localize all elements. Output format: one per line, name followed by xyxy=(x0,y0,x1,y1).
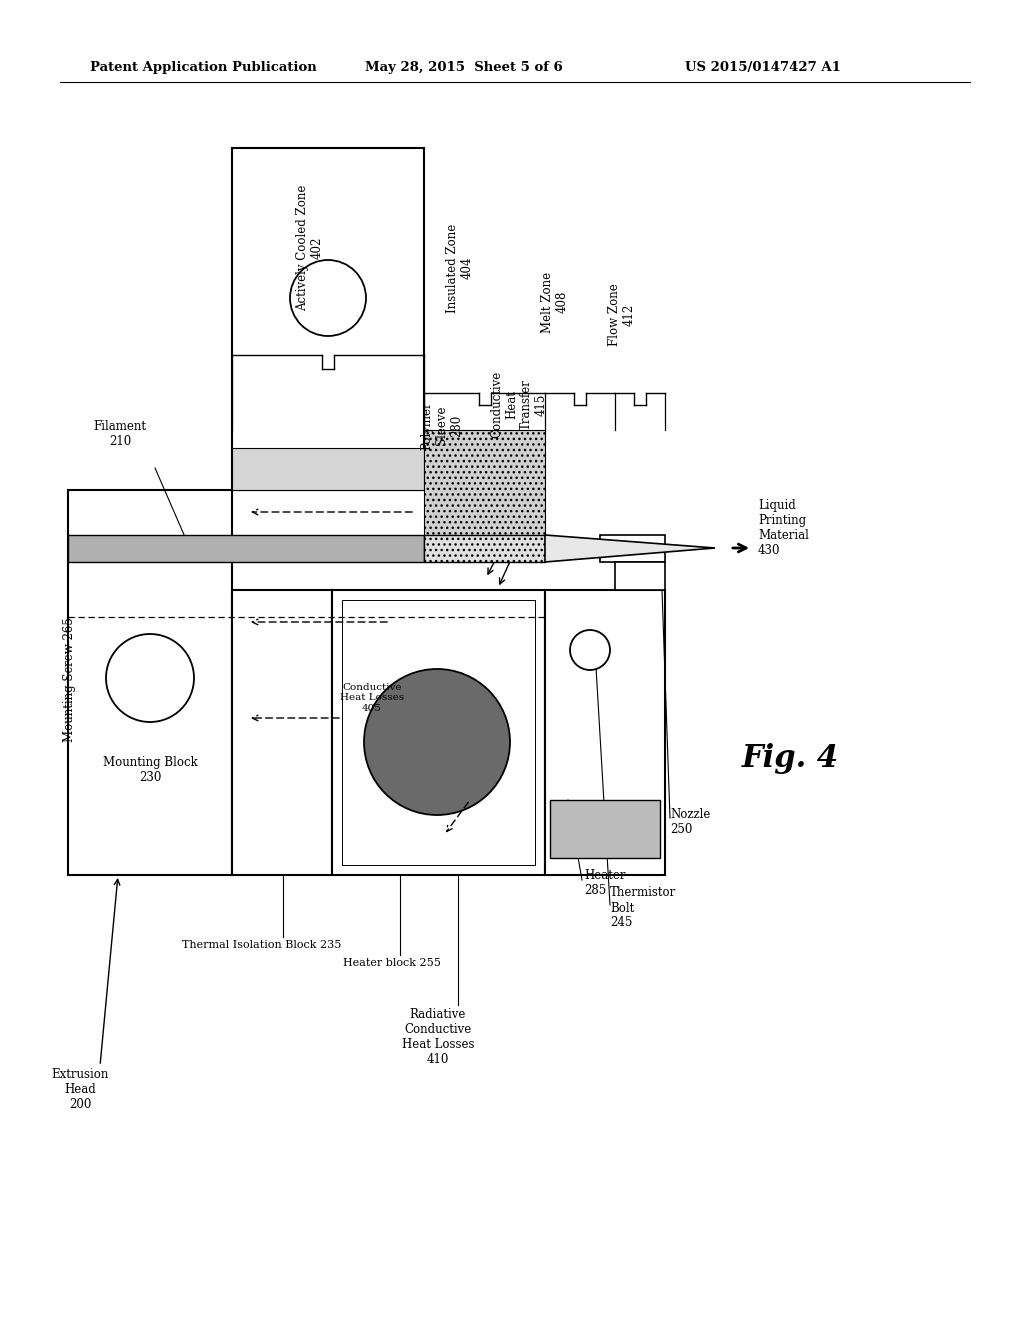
Text: Conductive
Heat
Transfer
415: Conductive Heat Transfer 415 xyxy=(490,371,548,438)
Text: Nozzle
250: Nozzle 250 xyxy=(670,808,711,836)
Bar xyxy=(424,535,545,562)
Text: Patent Application Publication: Patent Application Publication xyxy=(90,62,316,74)
Bar xyxy=(600,535,665,562)
Bar xyxy=(232,447,424,490)
Text: Extrusion
Head
200: Extrusion Head 200 xyxy=(51,1068,109,1111)
Circle shape xyxy=(570,630,610,671)
Circle shape xyxy=(364,669,510,814)
Bar xyxy=(332,590,545,875)
Bar xyxy=(545,590,665,875)
Text: Heater
285: Heater 285 xyxy=(584,869,626,898)
Bar xyxy=(550,800,660,858)
Text: Mounting Screw 265: Mounting Screw 265 xyxy=(63,616,77,742)
Text: Conductive
Heat Losses
405: Conductive Heat Losses 405 xyxy=(340,684,404,713)
Circle shape xyxy=(106,634,194,722)
Polygon shape xyxy=(545,535,715,562)
Text: Filament
210: Filament 210 xyxy=(93,420,146,447)
Bar xyxy=(424,430,545,548)
Bar xyxy=(615,562,665,590)
Text: Insulated Zone
404: Insulated Zone 404 xyxy=(446,223,474,313)
Text: May 28, 2015  Sheet 5 of 6: May 28, 2015 Sheet 5 of 6 xyxy=(365,62,563,74)
Bar xyxy=(232,148,424,490)
Bar xyxy=(68,535,424,562)
Text: Heater block 255: Heater block 255 xyxy=(343,958,441,968)
Text: Mounting Block
230: Mounting Block 230 xyxy=(102,756,198,784)
Text: Liquid
Printing
Material
430: Liquid Printing Material 430 xyxy=(758,499,809,557)
Text: Melt Zone
408: Melt Zone 408 xyxy=(541,272,569,333)
Text: Flow Zone
412: Flow Zone 412 xyxy=(608,284,636,346)
Bar xyxy=(232,590,332,875)
Text: Radiative
Conductive
Heat Losses
410: Radiative Conductive Heat Losses 410 xyxy=(401,1008,474,1067)
Text: Thermistor
Bolt
245: Thermistor Bolt 245 xyxy=(610,887,676,929)
Text: Actively Cooled Zone
402: Actively Cooled Zone 402 xyxy=(296,185,324,312)
Bar xyxy=(342,601,535,865)
Text: Polymer
Sleeve
280: Polymer Sleeve 280 xyxy=(421,401,464,450)
Text: US 2015/0147427 A1: US 2015/0147427 A1 xyxy=(685,62,841,74)
Text: Fig. 4: Fig. 4 xyxy=(742,742,839,774)
Bar xyxy=(68,490,232,875)
Circle shape xyxy=(290,260,366,337)
Text: Thermal Isolation Block 235: Thermal Isolation Block 235 xyxy=(182,940,342,950)
